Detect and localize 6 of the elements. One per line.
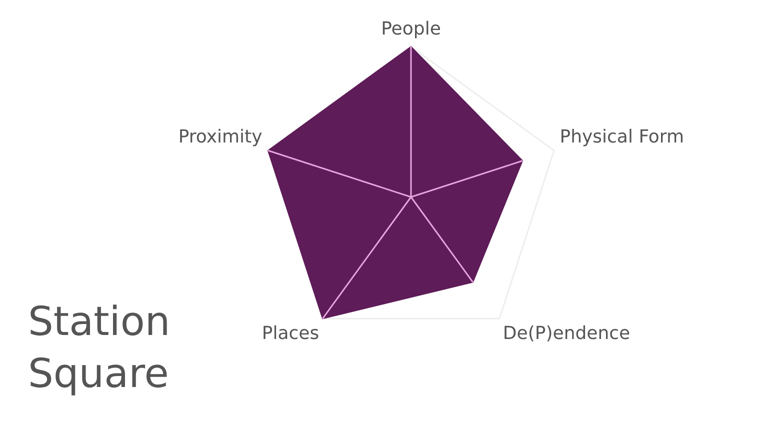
spoke-label: Physical Form: [560, 126, 684, 148]
text: Station Square: [28, 298, 172, 399]
spoke-label: People: [381, 18, 441, 40]
spoke-label: Proximity: [178, 126, 263, 148]
spoke-label: Places: [262, 323, 320, 344]
spoke-label: De(P)endence: [502, 323, 630, 344]
